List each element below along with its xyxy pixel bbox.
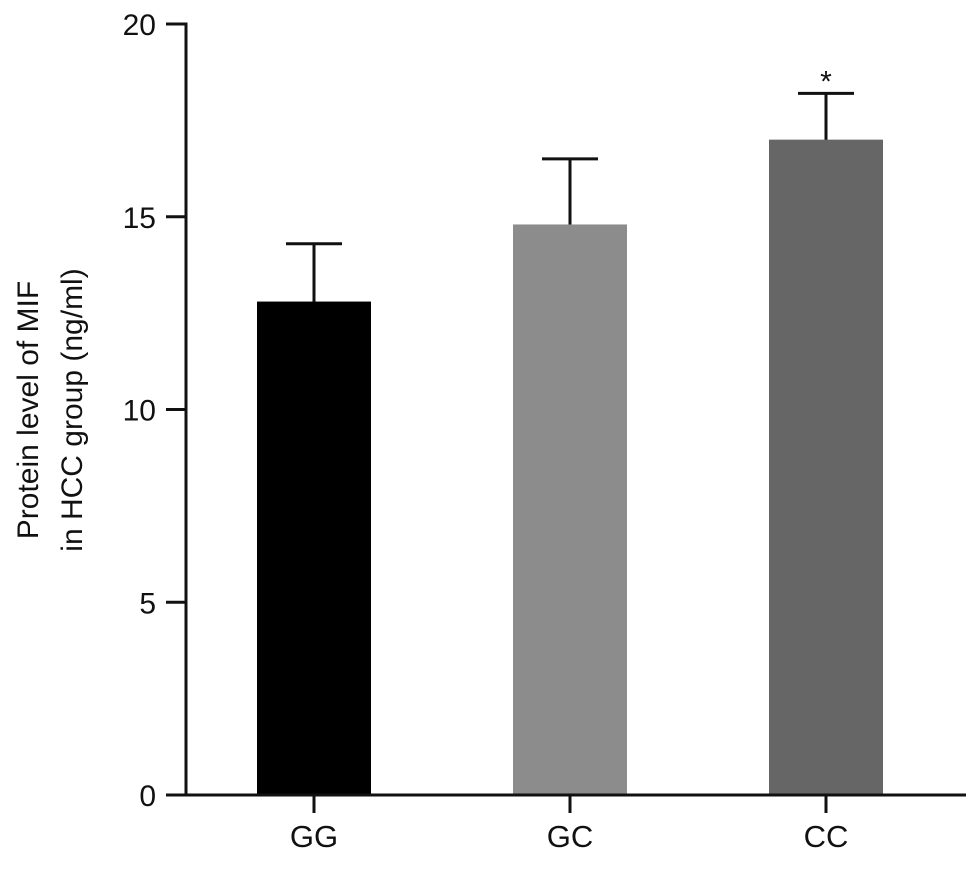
bar (513, 224, 627, 795)
x-category-label: GC (547, 819, 594, 854)
significance-asterisk: * (820, 65, 832, 98)
y-tick-label: 5 (139, 587, 156, 620)
x-category-label: GG (290, 819, 338, 854)
y-axis-title-line-2: in HCC group (ng/ml) (56, 268, 89, 551)
y-axis-title-line-1: Protein level of MIF (12, 281, 45, 539)
x-axis: GG GC CC (186, 793, 966, 854)
x-category-label: CC (804, 819, 849, 854)
y-axis: 0 5 10 15 20 (123, 9, 188, 813)
bars (257, 139, 883, 795)
y-tick-label: 15 (123, 202, 156, 235)
y-tick-label: 10 (123, 395, 156, 428)
significance-marks: * (820, 65, 832, 98)
bar (257, 301, 371, 795)
y-axis-title: Protein level of MIF in HCC group (ng/ml… (12, 268, 89, 551)
y-tick-label: 20 (123, 9, 156, 42)
y-tick-label: 0 (139, 780, 156, 813)
bar (769, 139, 883, 795)
